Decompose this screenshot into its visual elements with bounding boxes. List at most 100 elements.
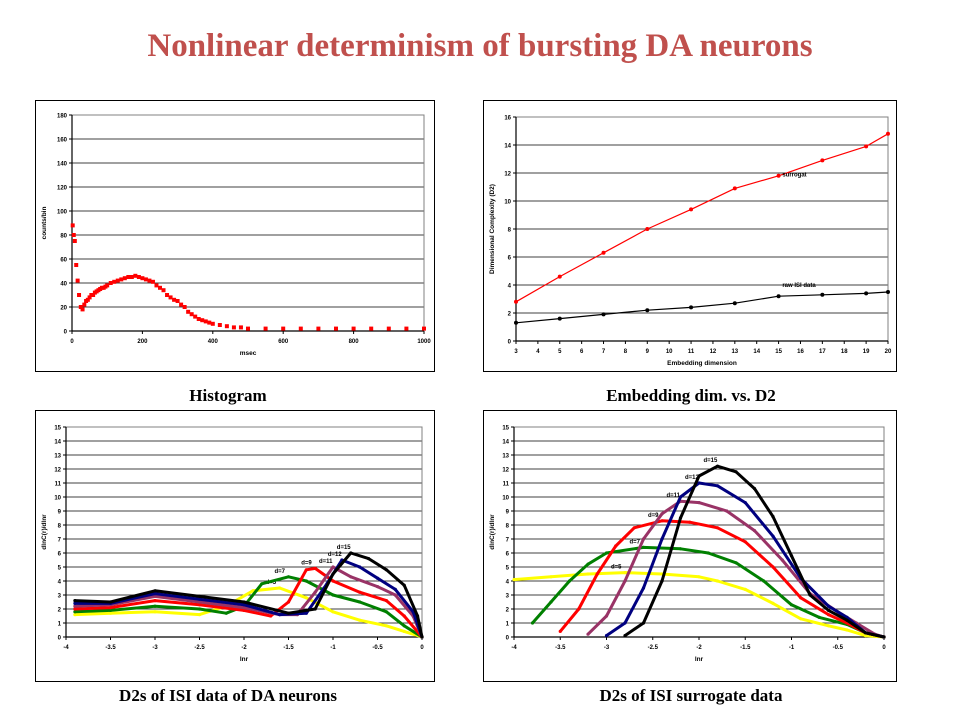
- data-point: [304, 579, 308, 583]
- data-point: [278, 586, 282, 590]
- data-point: [820, 292, 825, 297]
- series-line: [559, 519, 885, 639]
- data-point: [660, 512, 664, 516]
- data-point: [108, 281, 113, 285]
- data-point: [845, 618, 849, 622]
- data-point: [168, 295, 173, 300]
- data-point: [331, 610, 335, 614]
- data-point: [641, 621, 646, 625]
- data-point: [743, 501, 747, 505]
- data-point: [595, 572, 599, 576]
- data-point: [601, 250, 606, 255]
- data-point: [281, 326, 286, 331]
- data-point: [369, 326, 374, 331]
- series-line: [605, 481, 885, 639]
- data-point: [189, 312, 194, 317]
- caption-surrogate: D2s of ISI surrogate data: [599, 686, 783, 705]
- series-label: d=9: [301, 560, 312, 566]
- data-point: [358, 600, 362, 604]
- data-point: [73, 601, 77, 605]
- series-label: d=12: [685, 475, 700, 481]
- data-point: [725, 509, 729, 513]
- data-point: [161, 288, 166, 293]
- data-point: [422, 326, 426, 331]
- data-point: [776, 294, 781, 299]
- caption-isi: D2s of ISI data of DA neurons: [119, 686, 337, 705]
- data-point: [845, 628, 849, 632]
- x-tick-label: -1.5: [283, 645, 294, 651]
- data-point: [108, 600, 113, 604]
- data-point: [351, 326, 356, 331]
- data-point: [771, 515, 775, 519]
- y-tick-label: 10: [54, 496, 61, 502]
- data-point: [826, 624, 831, 628]
- data-point: [298, 326, 303, 331]
- data-point: [645, 308, 650, 313]
- data-point: [242, 600, 246, 604]
- data-point: [304, 568, 308, 572]
- x-tick-label: -0.5: [372, 645, 383, 651]
- y-axis-title: dlnC(r)/dlnr: [489, 514, 496, 550]
- data-point: [153, 599, 157, 603]
- data-point: [743, 540, 747, 544]
- series-line: [74, 558, 424, 638]
- series-label: d=9: [648, 513, 659, 519]
- series-label: d=7: [630, 539, 641, 545]
- data-point: [133, 273, 138, 278]
- data-point: [384, 599, 388, 603]
- data-point: [331, 579, 335, 583]
- y-tick-label: 10: [502, 496, 509, 502]
- caption-histogram: Histogram: [189, 386, 267, 405]
- data-point: [752, 529, 757, 533]
- data-point: [105, 283, 110, 288]
- data-point: [402, 624, 406, 628]
- data-point: [771, 565, 775, 569]
- x-tick-label: -2: [241, 645, 247, 651]
- data-point: [286, 611, 291, 615]
- data-point: [514, 320, 518, 325]
- data-point: [316, 326, 321, 331]
- data-point: [263, 326, 268, 331]
- data-point: [331, 565, 335, 569]
- x-tick-label: 20: [885, 349, 892, 355]
- y-tick-label: 40: [60, 282, 67, 288]
- y-tick-label: 14: [54, 440, 61, 446]
- y-tick-label: 7: [506, 538, 510, 544]
- data-point: [820, 158, 825, 163]
- x-tick-label: 6: [580, 349, 584, 355]
- data-point: [153, 604, 157, 608]
- data-point: [586, 572, 590, 576]
- data-point: [224, 324, 229, 329]
- y-tick-label: 12: [504, 172, 511, 178]
- data-point: [115, 278, 120, 283]
- data-point: [567, 579, 572, 583]
- y-tick-label: 3: [58, 594, 62, 600]
- data-point: [242, 606, 246, 610]
- data-point: [153, 589, 157, 593]
- y-tick-label: 5: [506, 566, 510, 572]
- data-point: [74, 263, 79, 267]
- data-point: [688, 520, 692, 524]
- data-point: [175, 299, 180, 303]
- y-tick-label: 12: [54, 468, 61, 474]
- data-point: [402, 629, 406, 633]
- series-line: [74, 575, 423, 639]
- x-tick-label: -1.5: [740, 645, 751, 651]
- data-point: [82, 302, 87, 307]
- y-tick-label: 160: [57, 138, 68, 144]
- data-point: [197, 600, 202, 604]
- y-tick-label: 4: [58, 580, 62, 586]
- data-point: [331, 572, 335, 576]
- x-tick-label: -3.5: [555, 645, 566, 651]
- x-tick-label: 9: [646, 349, 650, 355]
- data-point: [604, 614, 609, 618]
- y-tick-label: 6: [506, 552, 510, 558]
- data-point: [697, 575, 701, 579]
- data-point: [641, 545, 646, 549]
- data-point: [71, 233, 76, 237]
- data-point: [715, 464, 720, 468]
- y-tick-label: 2: [508, 312, 512, 318]
- data-point: [808, 593, 812, 597]
- data-point: [762, 579, 766, 583]
- data-point: [817, 615, 821, 619]
